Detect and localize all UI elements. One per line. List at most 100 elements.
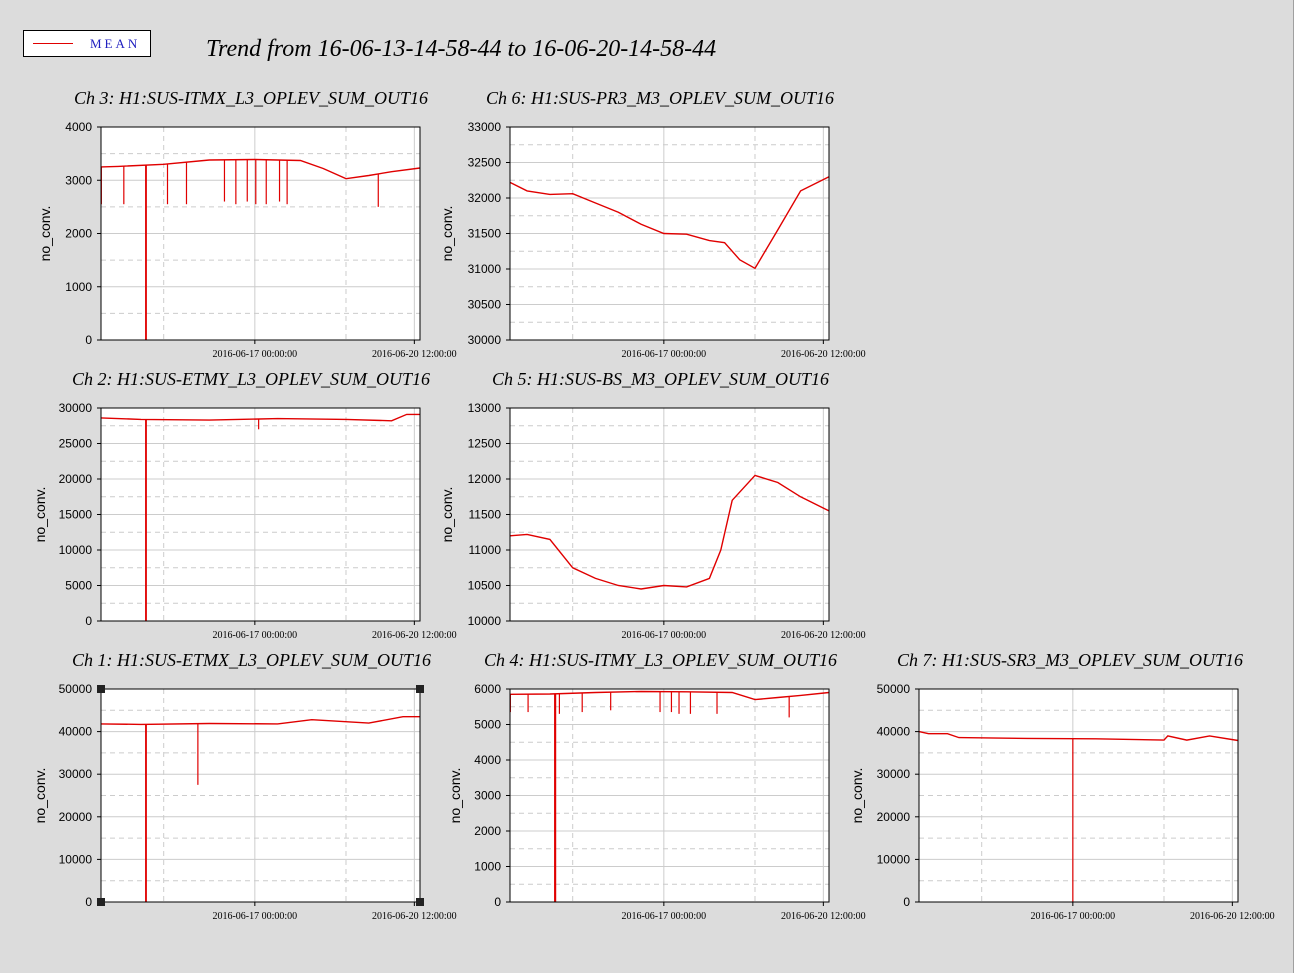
page-title: Trend from 16-06-13-14-58-44 to 16-06-20… — [206, 36, 717, 62]
x-tick-label: 2016-06-17 00:00:00 — [621, 349, 706, 360]
x-tick-label: 2016-06-20 12:00:00 — [372, 630, 457, 641]
y-axis-label: no_conv. — [32, 487, 48, 543]
x-tick-label: 2016-06-17 00:00:00 — [212, 630, 297, 641]
y-axis-label: no_conv. — [37, 206, 53, 262]
y-tick-label: 32500 — [468, 156, 502, 170]
y-tick-label: 31000 — [468, 262, 502, 276]
chart-panel-6: 0 1000 2000 3000 4000 5000 6000 2016-06-17 00:0… — [447, 650, 866, 922]
chart-panel-4: 10000 10500 11000 11500 12000 12500 13000 2016-… — [439, 369, 866, 641]
y-tick-label: 33000 — [468, 120, 502, 134]
x-tick-label: 2016-06-17 00:00:00 — [621, 630, 706, 641]
y-tick-label: 40000 — [59, 725, 93, 739]
y-tick-label: 30000 — [468, 333, 502, 347]
y-tick-label: 10000 — [468, 614, 502, 628]
legend-swatch-line — [33, 43, 73, 44]
y-tick-label: 0 — [85, 333, 92, 347]
y-tick-label: 5000 — [474, 718, 501, 732]
y-tick-label: 20000 — [877, 810, 911, 824]
plot-border — [509, 688, 830, 903]
y-axis-label: no_conv. — [32, 768, 48, 824]
y-tick-label: 50000 — [59, 682, 93, 696]
series-line — [509, 474, 830, 590]
x-tick-label: 2016-06-20 12:00:00 — [781, 349, 866, 360]
y-axis-label: no_conv. — [439, 206, 455, 262]
y-tick-label: 12000 — [468, 472, 502, 486]
y-tick-label: 4000 — [474, 753, 501, 767]
plot-border — [918, 688, 1239, 903]
y-tick-label: 30000 — [59, 767, 93, 781]
y-tick-label: 10000 — [877, 852, 911, 866]
x-tick-label: 2016-06-17 00:00:00 — [212, 911, 297, 922]
selection-handle — [416, 898, 424, 906]
y-tick-label: 50000 — [877, 682, 911, 696]
chart-title: Ch 2: H1:SUS-ETMY_L3_OPLEV_SUM_OUT16 — [72, 369, 430, 389]
x-tick-label: 2016-06-17 00:00:00 — [212, 349, 297, 360]
y-tick-label: 1000 — [65, 280, 92, 294]
plot-border — [100, 407, 421, 622]
y-tick-label: 20000 — [59, 472, 93, 486]
series-line — [918, 730, 1239, 742]
y-tick-label: 2000 — [474, 824, 501, 838]
y-tick-label: 11500 — [469, 508, 502, 522]
y-axis-label: no_conv. — [439, 487, 455, 543]
y-tick-label: 3000 — [65, 173, 92, 187]
selection-handle — [416, 685, 424, 693]
y-tick-label: 0 — [903, 895, 910, 909]
series-line — [509, 690, 830, 701]
y-tick-label: 11000 — [469, 543, 502, 557]
y-tick-label: 5000 — [65, 579, 92, 593]
chart-title: Ch 7: H1:SUS-SR3_M3_OPLEV_SUM_OUT16 — [897, 650, 1243, 670]
chart-title: Ch 6: H1:SUS-PR3_M3_OPLEV_SUM_OUT16 — [486, 88, 834, 108]
chart-panel-2: 30000 30500 31000 31500 32000 32500 33000 2016-… — [439, 88, 866, 360]
series-line — [100, 158, 421, 180]
x-tick-label: 2016-06-20 12:00:00 — [372, 349, 457, 360]
series-line — [100, 716, 420, 726]
y-tick-label: 10000 — [59, 852, 93, 866]
x-tick-label: 2016-06-20 12:00:00 — [781, 630, 866, 641]
chart-panel-5: 0 10000 20000 30000 40000 50000 2016-06-17 00:… — [32, 650, 457, 922]
y-tick-label: 30000 — [59, 401, 93, 415]
x-tick-label: 2016-06-20 12:00:00 — [781, 911, 866, 922]
x-tick-label: 2016-06-17 00:00:00 — [1030, 911, 1115, 922]
x-tick-label: 2016-06-20 12:00:00 — [372, 911, 457, 922]
y-tick-label: 40000 — [877, 725, 911, 739]
y-tick-label: 30000 — [877, 767, 911, 781]
y-axis-label: no_conv. — [447, 768, 463, 824]
x-tick-label: 2016-06-20 12:00:00 — [1190, 911, 1275, 922]
chart-title: Ch 1: H1:SUS-ETMX_L3_OPLEV_SUM_OUT16 — [72, 650, 431, 670]
chart-panel-3: 0 5000 10000 15000 20000 25000 30000 2016-06-17… — [32, 369, 457, 641]
selection-handle — [97, 898, 105, 906]
series-line — [509, 176, 830, 270]
y-tick-label: 6000 — [474, 682, 501, 696]
y-tick-label: 25000 — [59, 437, 93, 451]
plot-border — [509, 407, 830, 622]
legend: MEAN — [23, 30, 151, 57]
y-tick-label: 0 — [494, 895, 501, 909]
series-line — [100, 413, 420, 422]
y-tick-label: 12500 — [468, 437, 502, 451]
y-axis-label: no_conv. — [849, 768, 865, 824]
y-tick-label: 0 — [85, 895, 92, 909]
y-tick-label: 31500 — [468, 227, 502, 241]
plot-border — [100, 688, 421, 903]
y-tick-label: 4000 — [65, 120, 92, 134]
chart-title: Ch 3: H1:SUS-ITMX_L3_OPLEV_SUM_OUT16 — [74, 88, 428, 108]
selection-handle — [97, 685, 105, 693]
chart-panel-7: 0 10000 20000 30000 40000 50000 2016-06-17 00:… — [849, 650, 1275, 922]
legend-label: MEAN — [90, 36, 141, 51]
y-tick-label: 15000 — [59, 508, 93, 522]
chart-title: Ch 5: H1:SUS-BS_M3_OPLEV_SUM_OUT16 — [492, 369, 829, 389]
y-tick-label: 3000 — [474, 789, 501, 803]
y-tick-label: 0 — [85, 614, 92, 628]
y-tick-label: 10000 — [59, 543, 93, 557]
y-tick-label: 1000 — [474, 860, 501, 874]
y-tick-label: 32000 — [468, 191, 502, 205]
x-tick-label: 2016-06-17 00:00:00 — [621, 911, 706, 922]
y-tick-label: 30500 — [468, 298, 502, 312]
y-tick-label: 2000 — [65, 227, 92, 241]
plot-border — [100, 126, 421, 341]
y-tick-label: 10500 — [468, 579, 502, 593]
chart-title: Ch 4: H1:SUS-ITMY_L3_OPLEV_SUM_OUT16 — [484, 650, 837, 670]
